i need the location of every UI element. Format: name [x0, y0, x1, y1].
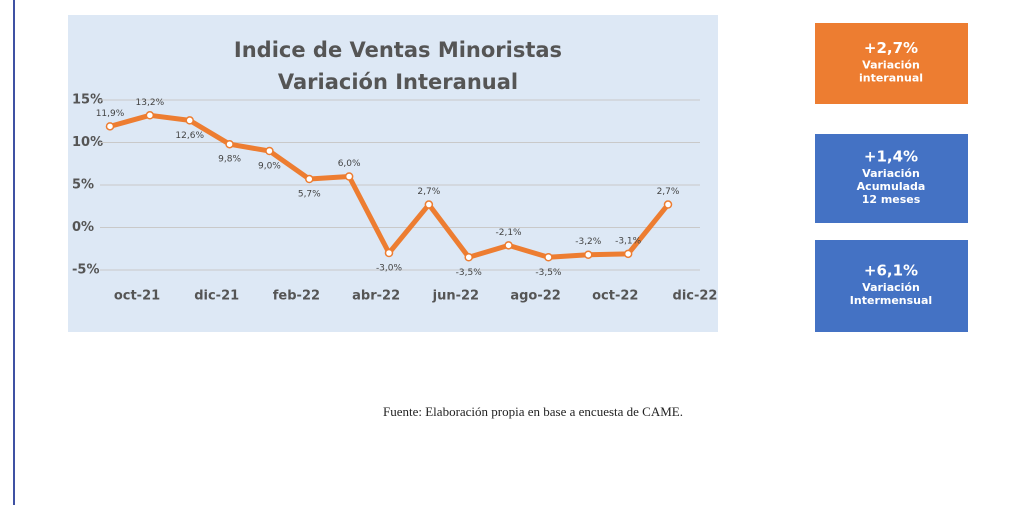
point	[623, 249, 633, 259]
point	[185, 116, 194, 125]
point	[544, 253, 553, 262]
card-value: +1,4%	[864, 148, 918, 166]
chart-background	[68, 15, 718, 332]
data-label: -3,1%	[615, 236, 642, 246]
data-label: 2,7%	[417, 187, 440, 197]
data-label: 6,0%	[338, 159, 361, 169]
point	[464, 253, 473, 262]
x-tick-label: ago-22	[510, 289, 561, 304]
data-label: 2,7%	[657, 187, 680, 197]
data-label: 12,6%	[175, 131, 204, 141]
x-tick-label: dic-22	[673, 289, 718, 304]
point	[265, 146, 274, 156]
data-label: 9,8%	[218, 155, 241, 165]
point	[504, 241, 513, 250]
point	[344, 172, 354, 181]
point	[105, 122, 115, 131]
summary-card	[815, 240, 968, 332]
data-label: -3,5%	[456, 268, 483, 278]
summary-card	[815, 134, 968, 223]
y-tick-label: -5%	[72, 263, 99, 278]
point	[305, 174, 314, 184]
source-note: Fuente: Elaboración propia en base a enc…	[383, 404, 683, 419]
point	[145, 111, 155, 120]
data-label: -3,2%	[575, 237, 602, 247]
card-label: Variación	[862, 281, 920, 294]
point	[584, 250, 593, 259]
data-label: 9,0%	[258, 162, 281, 172]
card-label: 12 meses	[862, 193, 921, 206]
y-tick-label: 15%	[72, 93, 103, 108]
data-label: 13,2%	[136, 98, 165, 108]
summary-card	[815, 23, 968, 104]
card-value: +6,1%	[864, 262, 918, 280]
x-tick-label: oct-21	[114, 289, 160, 304]
x-tick-label: feb-22	[273, 289, 320, 304]
chart-title: Indice de Ventas Minoristas	[234, 38, 562, 62]
card-label: Intermensual	[850, 294, 932, 307]
point	[225, 139, 234, 149]
data-label: -3,5%	[535, 268, 562, 278]
chart-subtitle: Variación Interanual	[278, 70, 518, 94]
data-label: -2,1%	[496, 228, 523, 238]
card-value: +2,7%	[864, 39, 918, 57]
data-label: -3,0%	[376, 264, 403, 274]
data-label: 11,9%	[96, 109, 125, 119]
x-tick-label: dic-21	[194, 289, 239, 304]
card-label: Variación	[862, 167, 920, 180]
y-tick-label: 0%	[72, 220, 94, 235]
card-label: Acumulada	[857, 180, 926, 193]
x-tick-label: abr-22	[352, 289, 400, 304]
y-tick-label: 5%	[72, 178, 94, 193]
x-tick-label: oct-22	[592, 289, 638, 304]
card-label: Variación	[862, 59, 920, 72]
card-label: interanual	[859, 72, 923, 85]
point	[384, 248, 394, 258]
point	[663, 200, 673, 209]
y-tick-label: 10%	[72, 135, 103, 150]
data-label: 5,7%	[298, 190, 321, 200]
x-tick-label: jun-22	[432, 289, 479, 304]
point	[424, 200, 434, 209]
